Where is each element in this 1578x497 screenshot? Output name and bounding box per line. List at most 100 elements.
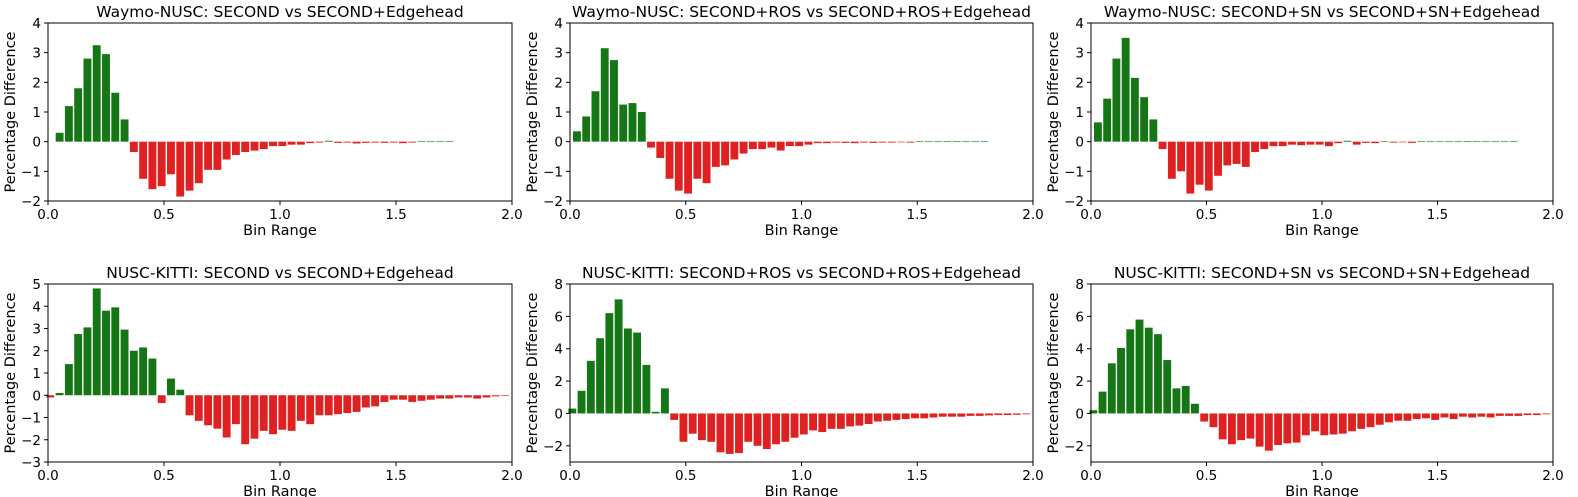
y-tick-label: 3 [32,46,41,62]
bar [399,141,407,144]
bar [1274,413,1283,445]
bar [55,393,64,396]
bar [102,310,110,396]
bar [1357,413,1366,429]
x-tick-label: 1.5 [907,468,928,484]
y-tick-label: 2 [554,374,563,390]
bar [823,141,831,144]
bar [790,413,799,438]
bar [758,141,767,150]
bar [1149,119,1158,142]
bar [296,395,305,421]
bar [241,141,250,153]
bar [781,413,790,442]
bar [1154,334,1162,414]
bar [445,141,454,142]
bar [324,395,333,416]
bar [878,141,887,143]
bar [1260,141,1269,150]
y-tick-label: 8 [554,277,563,293]
bar [748,141,757,150]
bar [1371,141,1380,144]
bar [674,141,683,191]
bar [139,141,148,179]
bar [772,413,780,445]
y-tick-label: 3 [32,322,41,338]
bar [1389,141,1398,143]
bar [1223,141,1232,166]
bar [1394,413,1403,421]
bar [1352,141,1361,145]
bar [92,288,101,396]
bar [129,350,138,396]
bar [1495,413,1504,416]
bar [315,395,324,416]
bars [55,45,454,197]
bar [1398,141,1407,143]
y-tick-label: 1 [32,105,41,121]
bar [948,413,956,417]
x-tick-label: 0.5 [675,468,696,484]
chart-title: Waymo-NUSC: SECOND+ROS vs SECOND+ROS+Edg… [572,3,1031,21]
bar [1255,413,1264,447]
bar [473,395,482,399]
x-tick-label: 1.0 [269,468,290,484]
bar [688,413,697,434]
y-axis-label: Percentage Difference [3,31,19,192]
bar [157,395,166,404]
bar [1315,141,1324,145]
x-tick-label: 1.5 [1427,468,1448,484]
y-tick-label: 4 [554,16,563,32]
bar [762,413,771,450]
x-tick-label: 1.0 [791,207,812,223]
bar [83,327,92,396]
chart-panel-4: 0.0 0.5 1.0 1.5 2.0 −3 −2 −1 0 1 2 3 4 5 NUSC-KITTI: S… [3,264,523,497]
bar [934,141,943,142]
bar [1532,413,1541,416]
bar [721,141,730,166]
bar [269,141,277,147]
bar [864,413,873,424]
bar [1186,141,1195,194]
bar [1094,122,1102,142]
x-tick-label: 1.0 [1311,468,1332,484]
bar [600,48,609,142]
bar [869,141,878,143]
x-tick-label: 0.0 [37,468,58,484]
bar [1348,413,1356,432]
bar [1089,410,1098,414]
bar [501,395,509,396]
bar [306,395,315,425]
bars [46,288,509,445]
bar [259,395,268,431]
bar [296,141,305,145]
bar [167,141,175,175]
bar [222,395,231,438]
bar [1130,77,1139,142]
bar [194,141,203,184]
bar [1426,141,1435,142]
bar [278,141,287,147]
bar [656,141,665,158]
bar [1264,413,1273,451]
bar [1422,413,1430,419]
y-tick-label: 5 [32,277,41,293]
bar [1458,413,1467,417]
bar [1301,413,1310,436]
bar [665,141,674,179]
bar [120,329,129,396]
bar [1491,141,1500,142]
bar [1306,141,1315,145]
bar [185,141,194,191]
bar [1514,413,1523,416]
bar [1200,413,1209,422]
bar [334,395,342,415]
bar [417,395,426,401]
bar [482,395,491,398]
x-tick-label: 0.5 [153,468,174,484]
bar [818,413,827,433]
bar [651,411,660,414]
bar [213,395,222,429]
bar [1191,403,1199,414]
bar [1107,363,1116,414]
